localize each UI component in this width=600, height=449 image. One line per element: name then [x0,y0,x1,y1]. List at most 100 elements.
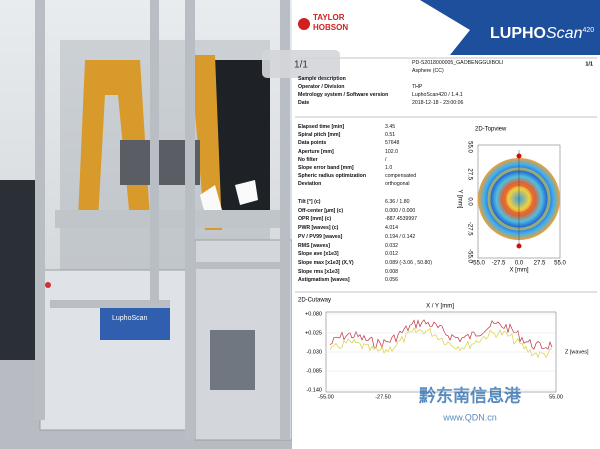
result-value: 6.36 / 1.80 [385,199,410,205]
header-band [420,0,600,55]
y-tick-label: -0.030 [306,349,322,355]
info-label: Metrology system / Software version [298,92,389,98]
x-tick-label: -55.0 [471,261,485,267]
result-label: Off-center [µm] (c) [298,207,344,214]
param-label: Data points [298,140,327,147]
glove [200,185,222,215]
product-model: 420 [582,27,594,34]
y-tick-label: -55.0 [466,249,472,263]
x-axis-label: X / Y [mm] [426,304,454,310]
plot-title: 2D-Topview [475,127,507,133]
result-label: OPR [mm] (c) [298,216,332,223]
x-axis-label: X [mm] [510,268,529,274]
y-tick-label: 0.0 [466,197,472,206]
machine-label: LuphoScan [112,315,148,322]
logo-mark [298,18,310,30]
result-label: Slope rms [x1e3] [298,268,340,275]
info-label: Date [298,100,310,106]
result-value: 4.014 [385,225,398,232]
result-label: Astigmatism [waves] [298,277,350,284]
param-value: 102.0 [385,148,398,155]
page-number: 1/1 [585,61,593,67]
result-value: 0.000 / 0.000 [385,207,416,214]
page-badge-text: 1/1 [294,60,308,71]
param-label: No filter [298,156,318,163]
x-tick-label: -55.00 [318,394,334,400]
param-value: compensated [385,173,417,180]
watermark-url: www.QDN.cn [442,412,497,422]
param-value: orthogonal [385,181,410,188]
x-tick-label: 55.00 [549,394,563,400]
result-label: Slope ave [x1e3] [298,251,339,258]
y-tick-label: -0.085 [306,368,322,374]
frame-post [185,0,195,440]
product-bold: LUPHO [490,25,546,42]
result-value: 0.012 [385,251,398,258]
result-value: 0.032 [385,242,398,249]
frame-post [35,0,45,420]
button [45,282,51,288]
param-label: Deviation [298,181,322,188]
profile-y [329,327,552,359]
result-label: Slope max [x1e3] (X,Y) [298,259,354,266]
x-tick-label: 0.0 [515,261,524,267]
cabinet [39,269,201,431]
watermark: 黔东南信息港 [419,385,522,405]
param-label: Spheric radius optimization [298,173,367,180]
frame-post [150,0,159,300]
x-tick-label: 27.5 [534,261,546,267]
result-label: Tilt [°] (c) [298,199,321,205]
param-label: Aperture [mm] [298,148,334,155]
info-label: Sample description [298,76,346,82]
result-label: PV / PV99 [waves] [298,233,343,240]
y-axis-label: Y [mm] [456,190,462,209]
y-tick-label: -27.5 [466,222,472,236]
param-value: 3.45 [385,124,396,130]
param-value: 1.0 [385,165,393,171]
frame-bar [195,262,290,269]
window [210,330,255,390]
result-value: 0.008 [385,268,398,275]
param-value: 57648 [385,140,400,147]
y-axis-label: Z [waves] [565,349,589,355]
frame-post [280,0,290,440]
info-value: LuphoScan420 / 1.4.1 [412,92,463,98]
result-value: -887.4539997 [385,216,418,223]
page-badge [262,50,340,78]
photo: LuphoScan [0,0,293,449]
param-value: 0.51 [385,132,396,139]
table-top [55,210,290,228]
profile-x [329,319,553,350]
brand: TAYLOR [313,13,345,22]
plot-frame [477,144,561,259]
result-label: PWR [waves] (c) [298,225,339,232]
y-tick-label: -0.140 [306,387,322,393]
x-tick-label: 55.0 [554,261,566,267]
info-value: PD-S2018000005_GAOBENGGUIBOLI [412,60,504,66]
x-tick-label: -27.5 [492,261,506,267]
result-value: 0.056 [385,277,398,284]
y-tick-label: 55.0 [466,141,472,153]
result-value: 0.089 (-3.06 , 50.80) [385,259,433,266]
param-label: Elapsed time [min] [298,124,345,130]
info-label: Operator / Division [298,84,345,90]
x-tick-label: -27.50 [375,394,391,400]
product-name: LUPHOScan420 [490,25,594,42]
y-tick-label: +0.025 [305,330,322,336]
product-italic: Scan [546,25,583,42]
param-label: Spiral pitch [mm] [298,132,341,139]
y-tick-label: +0.080 [305,311,322,317]
result-label: RMS [waves] [298,242,330,249]
side-cabinet [0,180,40,360]
info-value: 2018-12-18 - 23:00:06 [412,100,464,106]
plot-title: 2D-Cutaway [298,298,331,304]
param-value: / [385,156,387,163]
brand: HOBSON [313,23,348,32]
marker [516,243,522,249]
param-label: Slope error band [mm] [298,165,354,171]
y-tick-label: 27.5 [466,168,472,180]
glove [235,180,258,205]
info-value: THP [412,84,423,90]
